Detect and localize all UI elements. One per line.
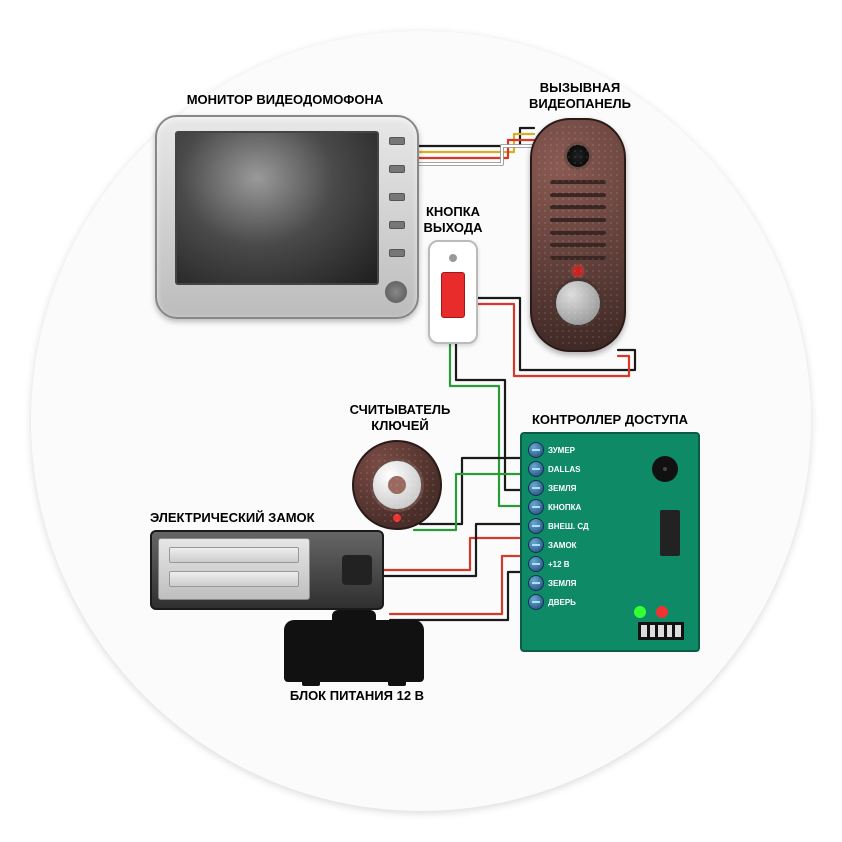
terminal-row: ЗЕМЛЯ xyxy=(528,575,589,591)
lock-plate-icon xyxy=(158,538,310,600)
terminal-pin-label: ЗЕМЛЯ xyxy=(548,579,576,588)
terminal-screw-icon xyxy=(528,537,544,553)
monitor-button xyxy=(389,249,405,257)
terminal-pin-label: DALLAS xyxy=(548,465,580,474)
led-green-icon xyxy=(634,606,646,618)
reader-label: СЧИТЫВАТЕЛЬ КЛЮЧЕЙ xyxy=(340,402,460,433)
terminal-pin-label: ЗУМЕР xyxy=(548,446,575,455)
terminal-screw-icon xyxy=(528,518,544,534)
terminal-screw-icon xyxy=(528,499,544,515)
terminal-row: ВНЕШ. СД xyxy=(528,518,589,534)
led-icon xyxy=(449,254,457,262)
monitor-button xyxy=(389,221,405,229)
diagram-canvas: МОНИТОР ВИДЕОДОМОФОНА ВЫЗЫВНАЯ ВИДЕОПАНЕ… xyxy=(0,0,842,842)
led-red-icon xyxy=(656,606,668,618)
terminal-row: DALLAS xyxy=(528,461,589,477)
exit-button-icon xyxy=(441,272,465,318)
led-icon xyxy=(393,514,401,522)
terminal-block: ЗУМЕР DALLAS ЗЕМЛЯ КНОПКА ВНЕШ. СД ЗАМОК +12 В… xyxy=(528,442,589,610)
wire xyxy=(390,572,524,620)
terminal-screw-icon xyxy=(528,594,544,610)
monitor-device xyxy=(155,115,419,319)
video-panel-label: ВЫЗЫВНАЯ ВИДЕОПАНЕЛЬ xyxy=(520,80,640,111)
monitor-speaker-icon xyxy=(385,281,407,303)
call-button-icon xyxy=(553,278,603,328)
lock-label: ЭЛЕКТРИЧЕСКИЙ ЗАМОК xyxy=(150,510,380,526)
reader-ring-icon xyxy=(370,458,424,512)
monitor-button xyxy=(389,165,405,173)
terminal-pin-label: КНОПКА xyxy=(548,503,581,512)
monitor-button xyxy=(389,193,405,201)
terminal-screw-icon xyxy=(528,480,544,496)
terminal-pin-label: ЗАМОК xyxy=(548,541,577,550)
wire xyxy=(413,140,534,158)
terminal-row: ЗУМЕР xyxy=(528,442,589,458)
buzzer-icon xyxy=(652,456,678,482)
terminal-row: ЗЕМЛЯ xyxy=(528,480,589,496)
monitor-label: МОНИТОР ВИДЕОДОМОФОНА xyxy=(170,92,400,108)
terminal-screw-icon xyxy=(528,556,544,572)
monitor-button xyxy=(389,137,405,145)
led-icon xyxy=(573,266,583,276)
terminal-row: ЗАМОК xyxy=(528,537,589,553)
electric-lock-device xyxy=(150,530,384,610)
exit-button-label: КНОПКА ВЫХОДА xyxy=(410,204,496,235)
terminal-row: +12 В xyxy=(528,556,589,572)
monitor-screen xyxy=(175,131,379,285)
psu-device xyxy=(284,620,424,682)
lock-terminal-icon xyxy=(342,555,372,585)
terminal-screw-icon xyxy=(528,575,544,591)
wire xyxy=(413,134,534,152)
terminal-pin-label: ДВЕРЬ xyxy=(548,598,576,607)
psu-label: БЛОК ПИТАНИЯ 12 В xyxy=(282,688,432,704)
speaker-grill-icon xyxy=(550,180,606,260)
exit-button-device xyxy=(428,240,478,344)
terminal-pin-label: ВНЕШ. СД xyxy=(548,522,589,531)
camera-icon xyxy=(564,142,592,170)
dip-switch-icon xyxy=(638,622,684,640)
controller-label: КОНТРОЛЛЕР ДОСТУПА xyxy=(520,412,700,428)
chip-icon xyxy=(660,510,680,556)
wire xyxy=(390,556,524,614)
wire xyxy=(413,146,534,164)
terminal-row: ДВЕРЬ xyxy=(528,594,589,610)
terminal-screw-icon xyxy=(528,461,544,477)
wire xyxy=(413,128,534,146)
terminal-pin-label: ЗЕМЛЯ xyxy=(548,484,576,493)
terminal-screw-icon xyxy=(528,442,544,458)
terminal-row: КНОПКА xyxy=(528,499,589,515)
controller-device: ЗУМЕР DALLAS ЗЕМЛЯ КНОПКА ВНЕШ. СД ЗАМОК +12 В… xyxy=(520,432,700,652)
terminal-pin-label: +12 В xyxy=(548,560,570,569)
video-panel-device xyxy=(530,118,626,352)
